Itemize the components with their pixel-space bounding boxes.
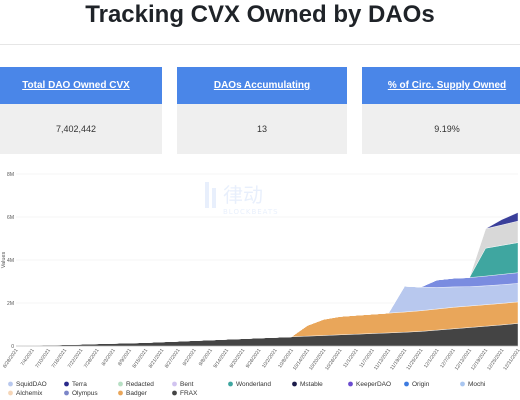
stat-card-daos-accumulating-value: 13 (177, 104, 347, 154)
legend-swatch-keeperdao (348, 381, 353, 387)
chart-areas (15, 212, 519, 347)
stat-card-total-owned-label[interactable]: Total DAO Owned CVX (0, 67, 162, 104)
legend-label-keeperdao: KeeperDAO (356, 381, 391, 388)
page-title: Tracking CVX Owned by DAOs (85, 1, 435, 28)
x-tick-label: 9/8/2021 (198, 348, 214, 368)
legend-swatch-bent (172, 381, 177, 387)
x-tick-label: 8/3/2021 (101, 348, 117, 368)
stat-card-circ-supply-value: 9.19% (362, 104, 520, 154)
legend-label-mstable: Mstable (300, 381, 323, 388)
legend-swatch-squiddao (8, 381, 13, 387)
stat-card-circ-supply: % of Circ. Supply Owned 9.19% (362, 67, 520, 154)
watermark-logo: 律动 BLOCKBEATS (205, 182, 279, 216)
legend-swatch-redacted (118, 381, 123, 387)
x-tick-label: 8/9/2021 (117, 348, 133, 368)
legend-swatch-terra (64, 381, 69, 387)
stat-card-total-owned-value: 7,402,442 (0, 104, 162, 154)
legend-swatch-frax (172, 390, 177, 396)
watermark-text-en: BLOCKBEATS (223, 208, 279, 216)
legend-swatch-wonderland (228, 381, 233, 387)
y-tick-label: 4M (7, 258, 14, 264)
legend-label-mochi: Mochi (468, 381, 485, 388)
y-tick-label: 8M (7, 172, 14, 178)
stat-card-total-owned: Total DAO Owned CVX 7,402,442 (0, 67, 162, 154)
y-axis-label: Values (1, 252, 7, 269)
header-divider (0, 44, 520, 45)
legend-label-redacted: Redacted (126, 381, 154, 388)
stat-card-daos-accumulating-label[interactable]: DAOs Accumulating (177, 67, 347, 104)
stat-card-daos-accumulating: DAOs Accumulating 13 (177, 67, 347, 154)
legend-swatch-alchemix (8, 390, 13, 396)
chart-legend: SquidDAO Terra Redacted Bent Wonderland Mstab… (8, 381, 485, 397)
x-tick-label: 6/28/2021 (2, 348, 20, 370)
legend-label-bent: Bent (180, 381, 194, 388)
x-tick-label: 7/4/2021 (20, 348, 36, 368)
watermark-text-cn: 律动 (223, 183, 263, 207)
area-series-keeperdao (15, 212, 519, 347)
legend-label-alchemix: Alchemix (16, 390, 43, 397)
legend-label-squiddao: SquidDAO (16, 381, 47, 388)
y-tick-label: 2M (7, 301, 14, 307)
legend-swatch-badger (118, 390, 123, 396)
legend-label-badger: Badger (126, 390, 148, 397)
y-tick-label: 0 (11, 344, 14, 350)
legend-label-origin: Origin (412, 381, 430, 388)
legend-label-olympus: Olympus (72, 390, 98, 397)
legend-swatch-olympus (64, 390, 69, 396)
x-tick-label: 11/25/2021 (405, 348, 424, 372)
x-tick-label: 9/2/2021 (182, 348, 198, 368)
legend-swatch-mochi (460, 381, 465, 387)
legend-label-wonderland: Wonderland (236, 381, 271, 388)
legend-swatch-origin (404, 381, 409, 387)
y-tick-label: 6M (7, 215, 14, 221)
legend-swatch-mstable (292, 381, 297, 387)
x-tick-label: 8/27/2021 (164, 348, 182, 370)
x-tick-label: 7/28/2021 (83, 348, 101, 370)
legend-label-frax: FRAX (180, 390, 198, 397)
stat-card-circ-supply-label[interactable]: % of Circ. Supply Owned (362, 67, 520, 104)
legend-label-terra: Terra (72, 381, 87, 388)
